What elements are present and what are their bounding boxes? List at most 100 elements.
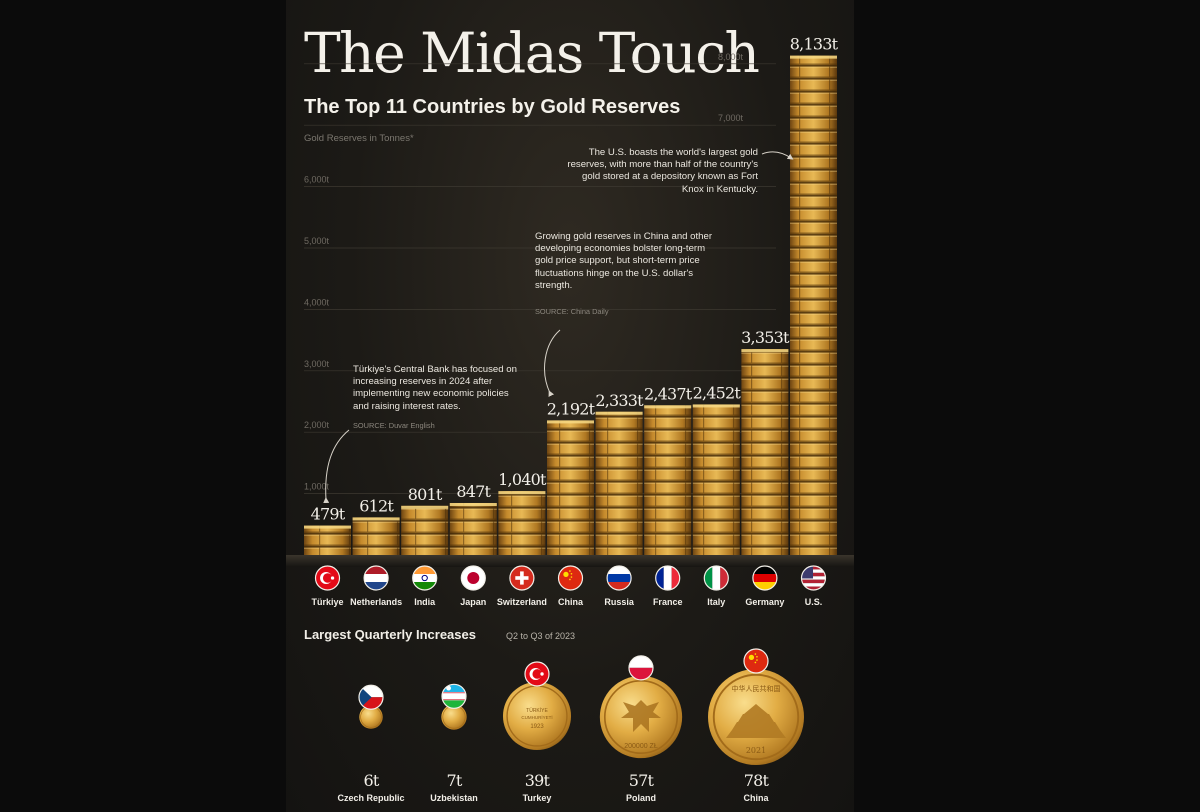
bar-bricks — [401, 505, 449, 555]
value-label: 801t — [408, 485, 443, 504]
temple-of-heaven-icon — [726, 704, 786, 738]
bar-t-rkiye — [304, 525, 351, 555]
country-label: Germany — [745, 597, 784, 607]
y-axis-unit-label: Gold Reserves in Tonnes* — [304, 133, 414, 144]
value-label: 2,452t — [693, 383, 742, 402]
country-label: China — [558, 597, 584, 607]
china-coin-year: 2021 — [746, 746, 766, 755]
value-label: 612t — [359, 496, 394, 515]
bar-top — [741, 349, 789, 353]
increase-value: 39t — [525, 771, 551, 790]
increase-values: 6t 7t 39t 57t 78t — [363, 771, 770, 790]
value-label: 479t — [311, 505, 346, 524]
uzbekistan-flag — [441, 683, 467, 709]
increase-country: Czech Republic — [337, 793, 404, 803]
bar-top — [644, 405, 692, 409]
bar-bricks — [644, 405, 692, 555]
page-subtitle: The Top 11 Countries by Gold Reserves — [304, 96, 681, 118]
country-label: Japan — [460, 597, 486, 607]
bar-italy — [692, 404, 740, 555]
turkiye-annotation: Türkiye's Central Bank has focused on in… — [353, 364, 517, 412]
value-label: 2,192t — [547, 399, 596, 418]
value-label: 3,353t — [741, 328, 790, 347]
country-label: Switzerland — [497, 597, 547, 607]
increase-value: 57t — [629, 771, 655, 790]
bar-switzerland — [498, 491, 546, 555]
italy-flag — [703, 565, 729, 591]
usa-flag — [800, 565, 827, 591]
bar-bricks — [498, 491, 546, 555]
value-label: 1,040t — [498, 470, 547, 489]
bar-top — [790, 55, 837, 59]
japan-flag — [460, 565, 486, 591]
y-tick-label: 1,000t — [304, 482, 330, 492]
infographic-poster: The Midas Touch The Top 11 Countries by … — [286, 0, 854, 812]
coin-rim — [603, 679, 679, 755]
increase-country: Turkey — [523, 793, 552, 803]
bar-top — [692, 404, 740, 408]
china-annotation: Growing gold reserves in China and other… — [535, 231, 713, 291]
coin-rim — [712, 673, 800, 761]
china-coin-text: 中华人民共和国 — [732, 684, 781, 693]
china-annotation-arrow — [544, 329, 561, 397]
switzerland-flag — [509, 565, 535, 591]
country-label: France — [653, 597, 683, 607]
bar-top — [595, 411, 643, 415]
germany-flag — [752, 565, 778, 591]
bar-bricks — [352, 517, 400, 555]
bar-netherlands — [352, 517, 400, 555]
poland-coin-text: 200000 ZŁ — [624, 743, 658, 750]
turkiye-flag — [314, 565, 341, 591]
y-tick-label: 4,000t — [304, 297, 330, 307]
turkey-coin-text: TÜRKİYE — [526, 707, 548, 714]
bar-top — [547, 420, 594, 424]
country-label: India — [414, 597, 436, 607]
country-label: U.S. — [805, 597, 823, 607]
y-tick-label: 2,000t — [304, 420, 330, 430]
bar-top — [401, 505, 449, 509]
coin-flags — [358, 648, 769, 710]
y-tick-labels: 1,000t 2,000t 3,000t 4,000t 5,000t 6,000t 7,00… — [304, 52, 744, 492]
czech-flag — [358, 684, 384, 710]
bar-top — [498, 491, 546, 495]
increase-country: Poland — [626, 793, 656, 803]
y-tick-label: 8,000t — [718, 52, 744, 62]
coin-body — [441, 704, 467, 730]
china-source: SOURCE: China Daily — [535, 307, 609, 316]
coin-body — [502, 681, 572, 751]
value-label: 847t — [456, 482, 491, 501]
increases-period: Q2 to Q3 of 2023 — [506, 631, 576, 641]
turkey-flag — [524, 661, 550, 687]
bar-bricks — [790, 55, 837, 556]
netherlands-flag — [363, 565, 389, 591]
bar-top — [449, 502, 497, 506]
increase-value: 6t — [363, 771, 379, 790]
turkiye-source: SOURCE: Duvar English — [353, 421, 435, 430]
bar-china — [547, 420, 594, 555]
value-label: 2,437t — [644, 384, 693, 403]
value-label: 2,333t — [595, 391, 644, 410]
india-flag — [412, 565, 438, 591]
country-label: Türkiye — [311, 597, 343, 607]
bars — [304, 55, 837, 556]
bar-bricks — [692, 404, 740, 555]
turkey-coin-year: 1923 — [530, 724, 544, 730]
y-tick-label: 5,000t — [304, 236, 330, 246]
bar-bricks — [741, 349, 789, 555]
bar-germany — [741, 349, 789, 555]
country-label: Italy — [707, 597, 725, 607]
poland-eagle-icon — [621, 700, 661, 732]
bar-top — [352, 517, 400, 521]
coin-body — [359, 705, 383, 729]
china-flag — [743, 648, 769, 674]
bar-bricks — [304, 525, 351, 555]
value-label: 8,133t — [790, 35, 839, 54]
gold-reserves-bar-chart: 1,000t 2,000t 3,000t 4,000t 5,000t 6,000t 7,00… — [286, 35, 854, 607]
y-tick-label: 7,000t — [718, 113, 744, 123]
floor-shadow — [286, 555, 854, 567]
turkey-coin-text: CUMHURİYETİ — [521, 714, 552, 720]
china-flag — [557, 565, 584, 591]
country-label: Russia — [604, 597, 635, 607]
bar-russia — [595, 411, 643, 555]
